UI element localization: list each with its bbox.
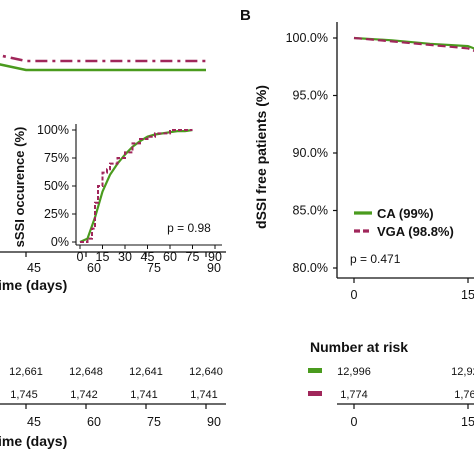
inset-y-tick-label: 100% xyxy=(37,123,69,137)
panel-b-y-axis-title: dSSI free patients (%) xyxy=(253,85,269,229)
legend-label-vga: VGA (98.8%) xyxy=(377,224,454,239)
panel-a-risk-value: 1,741 xyxy=(190,389,218,401)
inset-x-tick-label: 15 xyxy=(96,250,110,264)
inset-x-tick-label: 75 xyxy=(186,250,200,264)
panel-a-survival-lines xyxy=(0,54,206,72)
panel-b-survival-lines xyxy=(353,36,474,52)
panel-b-y-tick-label: 95.0% xyxy=(293,89,328,103)
panel-a-risk-value: 12,648 xyxy=(69,366,103,378)
panel-a-x-tick-label: 90 xyxy=(207,261,221,275)
panel-b-risk-swatch-ca xyxy=(308,368,322,373)
inset-y-tick-label: 25% xyxy=(44,207,69,221)
panel-a-line-vga xyxy=(0,54,206,63)
inset-x-tick-label: 45 xyxy=(141,250,155,264)
inset-y-tick-label: 0% xyxy=(51,235,69,249)
panel-a-inset: sSSI occurence (%) 0% 25% 50% 75% 100% 0 15 30… xyxy=(12,123,222,264)
panel-b-risk-value: 1,764 xyxy=(454,389,474,401)
panel-a-risk-value: 12,641 xyxy=(129,366,163,378)
inset-line-ca xyxy=(79,128,193,244)
panel-b-risk-swatch-vga xyxy=(308,391,322,396)
panel-b-risk-value: 1,774 xyxy=(340,389,368,401)
panel-a-risk-rows: 12,661 12,648 12,641 12,640 1,745 1,742 1,741 1… xyxy=(9,366,223,401)
panel-a-risk-value: 12,640 xyxy=(189,366,223,378)
panel-a-x-ticks: 45 60 75 90 xyxy=(25,252,221,275)
inset-x-tick-label: 30 xyxy=(118,250,132,264)
panel-a-risk-tick-label: 75 xyxy=(147,415,161,429)
panel-a-x-axis-title: ime (days) xyxy=(0,277,67,293)
panel-b: B dSSI free patients (%) 80.0% 85.0% 90.0%… xyxy=(240,7,474,429)
panel-b-y-tick-label: 100.0% xyxy=(286,31,328,45)
panel-a-risk-tick-label: 60 xyxy=(87,415,101,429)
legend-label-ca: CA (99%) xyxy=(377,206,434,221)
inset-y-axis-title: sSSI occurence (%) xyxy=(12,127,27,248)
panel-a-x-tick-label: 45 xyxy=(27,261,41,275)
panel-b-risk-value: 12,996 xyxy=(337,366,371,378)
panel-b-risk-title: Number at risk xyxy=(310,339,408,355)
panel-a-risk-value: 1,745 xyxy=(10,389,38,401)
inset-p-value: p = 0.98 xyxy=(167,221,211,235)
panel-b-line-vga xyxy=(353,36,474,52)
panel-a-risk-tick-label: 45 xyxy=(27,415,41,429)
inset-y-tick-label: 75% xyxy=(44,151,69,165)
inset-x-tick-label: 90 xyxy=(208,250,222,264)
panel-b-x-tick-label: 0 xyxy=(351,288,358,302)
panel-b-y-tick-label: 80.0% xyxy=(293,261,328,275)
inset-lines xyxy=(79,128,193,244)
panel-b-letter: B xyxy=(240,7,251,24)
inset-x-ticks: 0 15 30 45 60 75 90 xyxy=(77,245,222,264)
panel-a-main-plot: 45 60 75 90 ime (days) xyxy=(0,54,226,293)
panel-a-x-tick-label: 75 xyxy=(147,261,161,275)
panel-b-risk-tick-label: 0 xyxy=(351,415,358,429)
panel-a-risk-tick-label: 90 xyxy=(207,415,221,429)
panel-a-risk-ticks: 45 60 75 90 xyxy=(25,404,221,429)
panel-b-p-value: p = 0.471 xyxy=(350,252,401,266)
panel-a-risk-value: 1,741 xyxy=(130,389,158,401)
inset-line-vga xyxy=(80,129,193,243)
panel-b-y-tick-label: 85.0% xyxy=(293,204,328,218)
inset-y-tick-label: 50% xyxy=(44,179,69,193)
panel-a-risk-value: 1,742 xyxy=(70,389,98,401)
panel-b-x-tick-label: 15 xyxy=(461,288,474,302)
inset-y-ticks: 0% 25% 50% 75% 100% xyxy=(37,123,76,249)
panel-a-risk-value: 12,661 xyxy=(9,366,43,378)
panel-b-y-tick-label: 90.0% xyxy=(293,146,328,160)
inset-x-tick-label: 0 xyxy=(77,250,84,264)
panel-b-legend: CA (99%) VGA (98.8%) xyxy=(354,206,454,239)
inset-x-tick-label: 60 xyxy=(163,250,177,264)
panel-a-x-tick-label: 60 xyxy=(87,261,101,275)
panel-b-y-ticks: 80.0% 85.0% 90.0% 95.0% 100.0% xyxy=(286,31,337,275)
panel-a-line-ca xyxy=(0,63,206,72)
panel-b-risk-tick-label: 15 xyxy=(461,415,474,429)
panel-a-risk-table: 12,661 12,648 12,641 12,640 1,745 1,742 1,741 1… xyxy=(0,366,226,449)
panel-a-risk-x-axis-title: ime (days) xyxy=(0,433,67,449)
panel-b-risk-value: 12,925 xyxy=(451,366,474,378)
